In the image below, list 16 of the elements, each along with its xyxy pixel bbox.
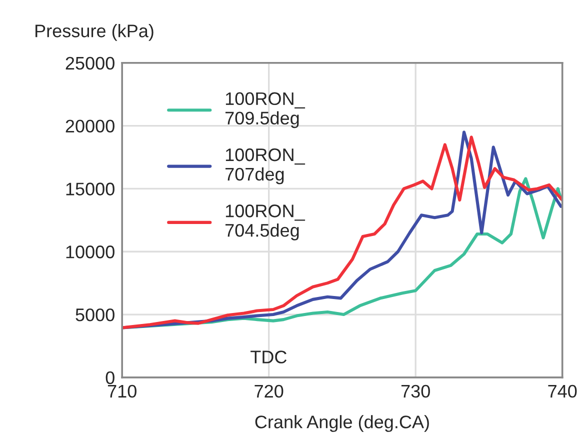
y-tick-label: 15000 — [66, 182, 114, 196]
x-tick-label: 740 — [548, 384, 577, 398]
x-tick-label: 730 — [401, 384, 430, 398]
legend-label: 100RON_ 709.5deg — [225, 92, 306, 128]
y-tick-label: 20000 — [66, 120, 114, 133]
x-axis-title: Crank Angle (deg.CA) — [255, 415, 429, 432]
annotation: TDC — [250, 350, 287, 364]
legend-label: 100RON_ 707deg — [225, 148, 306, 184]
x-tick-label: 710 — [108, 384, 136, 398]
y-tick-label: 25000 — [66, 56, 114, 70]
y-tick-label: 5000 — [76, 308, 114, 322]
legend-label: 100RON_ 704.5deg — [225, 204, 306, 240]
y-tick-label: 10000 — [66, 246, 114, 258]
x-tick-label: 720 — [254, 384, 284, 398]
y-axis-title: Pressure (kPa) — [36, 24, 154, 41]
y-tick-label: 0 — [106, 371, 114, 384]
